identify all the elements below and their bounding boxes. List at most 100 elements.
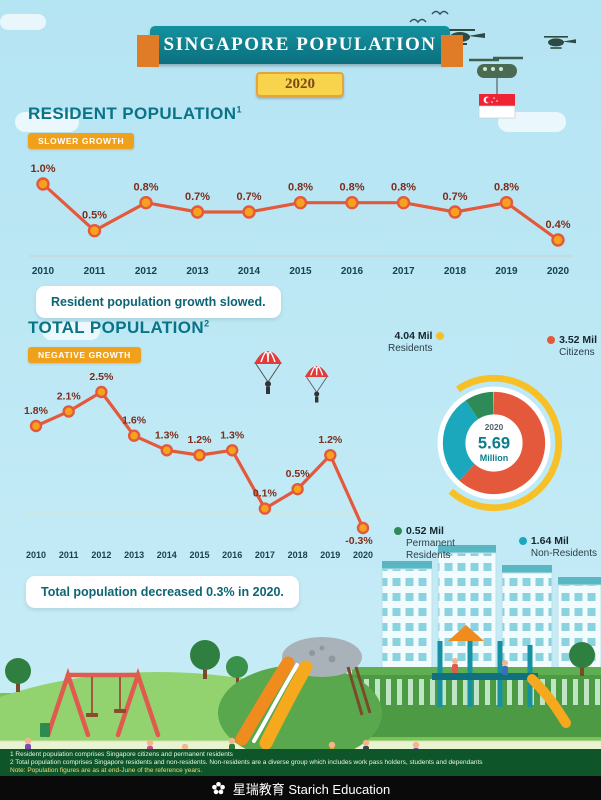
residents-label: Residents	[388, 342, 433, 354]
value-label: 2.5%	[89, 371, 114, 383]
slide-mound	[218, 637, 382, 761]
slower-growth-badge: SLOWER GROWTH	[28, 133, 135, 149]
value-label: 1.0%	[30, 163, 55, 175]
data-point-2015	[193, 448, 206, 462]
year-label: 2015	[289, 266, 312, 277]
negative-growth-badge: NEGATIVE GROWTH	[28, 347, 141, 363]
year-label: 2014	[157, 550, 177, 560]
year-label: 2016	[341, 266, 364, 277]
footnotes: 1 Resident population comprises Singapor…	[0, 749, 601, 776]
parachutist-icon	[254, 351, 282, 394]
citizens-label: Citizens	[559, 346, 595, 358]
donut-center-value: 5.69	[478, 433, 510, 452]
data-point-2012	[139, 195, 153, 210]
bird-icon	[409, 18, 427, 24]
year-label: 2020	[547, 266, 570, 277]
playground-fence	[352, 679, 601, 705]
singapore-flag	[478, 94, 516, 119]
permanent-residents-label: Permanent Residents	[406, 538, 455, 561]
footnote-1: 1 Resident population comprises Singapor…	[10, 751, 233, 758]
page-title: SINGAPORE POPULATION	[163, 34, 437, 55]
data-point-2016	[225, 444, 239, 457]
chinook-helicopter-icon	[469, 56, 523, 94]
resident-growth-svg: 1.0% 2010 0.5% 2011 0.8% 2012 0.7% 2013 0.7% 2014…	[29, 163, 572, 277]
year-label: 2012	[91, 550, 111, 560]
total-growth-chart: 1.8% 2010 2.1% 2011 2.5% 2012 1.6% 2013 1.3% 2014…	[12, 356, 387, 573]
value-label: 0.8%	[339, 182, 364, 194]
resident-caption: Resident population growth slowed.	[36, 286, 281, 318]
total-growth-svg: 1.8% 2010 2.1% 2011 2.5% 2012 1.6% 2013 1.3% 2014…	[24, 371, 375, 560]
value-label: 0.7%	[442, 191, 467, 203]
resident-section-title: RESIDENT POPULATION1	[28, 104, 242, 124]
population-breakdown-panel: 2020 5.69 Million 4.04 Mil Residents 3.52 …	[388, 330, 597, 562]
year-label: 2020	[353, 550, 373, 560]
swing-set	[45, 667, 161, 738]
cloud	[15, 112, 79, 132]
permanent-residents-value: 0.52 Mil	[406, 525, 444, 538]
data-point-2020	[551, 233, 565, 247]
climbing-structure	[432, 625, 571, 728]
year-label: 2019	[495, 266, 518, 277]
year-label: 2017	[255, 550, 275, 560]
residents-dot-icon	[436, 332, 445, 340]
year-label: 2018	[444, 266, 467, 277]
slice-non-residents	[442, 391, 546, 495]
parachutist-icon	[304, 365, 329, 403]
permanent-residents-dot-icon	[394, 527, 402, 536]
data-point-2010	[36, 177, 50, 191]
year-label: 2010	[26, 550, 46, 560]
year-badge: 2020	[256, 72, 344, 97]
platform-edge	[352, 667, 601, 677]
value-label: 0.5%	[82, 210, 107, 222]
data-point-2015	[293, 195, 308, 210]
donut-center-year: 2020	[485, 423, 504, 432]
year-label: 2019	[320, 550, 340, 560]
cloud	[0, 14, 46, 30]
trees	[5, 640, 595, 692]
data-point-2020	[356, 521, 370, 535]
value-label: 0.8%	[391, 182, 416, 194]
footnote-ref-1: 1	[236, 104, 242, 115]
year-label: 2010	[32, 266, 55, 277]
data-point-2014	[242, 205, 256, 219]
year-label: 2016	[222, 550, 242, 560]
residents-value: 4.04 Mil	[394, 330, 433, 342]
donut-center-unit: Million	[480, 453, 509, 463]
footnote-ref-2: 2	[204, 318, 210, 329]
year-label: 2017	[392, 266, 415, 277]
value-label: 1.2%	[188, 434, 213, 446]
data-point-2012	[95, 385, 108, 399]
bird-icon	[431, 10, 449, 16]
value-label: 0.8%	[133, 182, 158, 194]
non-residents-dot-icon	[518, 537, 527, 546]
slice-citizens	[442, 391, 546, 495]
population-donut-chart: 2020 5.69 Million	[415, 364, 573, 527]
value-label: 0.1%	[253, 488, 278, 500]
value-label: 0.4%	[545, 219, 570, 231]
data-point-2016	[345, 195, 359, 210]
value-label: 0.8%	[288, 182, 313, 194]
callout-permanent-residents: 0.52 Mil Permanent Residents	[394, 525, 470, 562]
data-point-2018	[291, 482, 304, 496]
brand-name: 星瑞教育 Starich Education	[232, 781, 391, 797]
callout-citizens: 3.52 Mil Citizens	[547, 334, 597, 359]
year-label: 2011	[59, 550, 79, 560]
value-label: 1.8%	[24, 405, 49, 417]
year-label: 2013	[124, 550, 144, 560]
value-label: 0.7%	[185, 191, 210, 203]
total-section-title: TOTAL POPULATION2	[28, 318, 210, 338]
value-label: 0.5%	[286, 468, 311, 480]
value-label: 1.2%	[318, 434, 343, 446]
trash-bin	[40, 723, 50, 737]
data-point-2013	[127, 429, 141, 442]
data-point-2019	[499, 195, 514, 210]
parachutists-decoration	[246, 344, 346, 429]
data-point-2017	[258, 502, 272, 515]
value-label: 1.3%	[220, 429, 245, 441]
value-label: 0.8%	[494, 182, 519, 194]
footnote-note: Note: Population figures are as at end-J…	[10, 767, 203, 775]
year-label: 2013	[186, 266, 209, 277]
cloud	[42, 322, 100, 340]
total-title-text: TOTAL POPULATION	[28, 318, 205, 337]
